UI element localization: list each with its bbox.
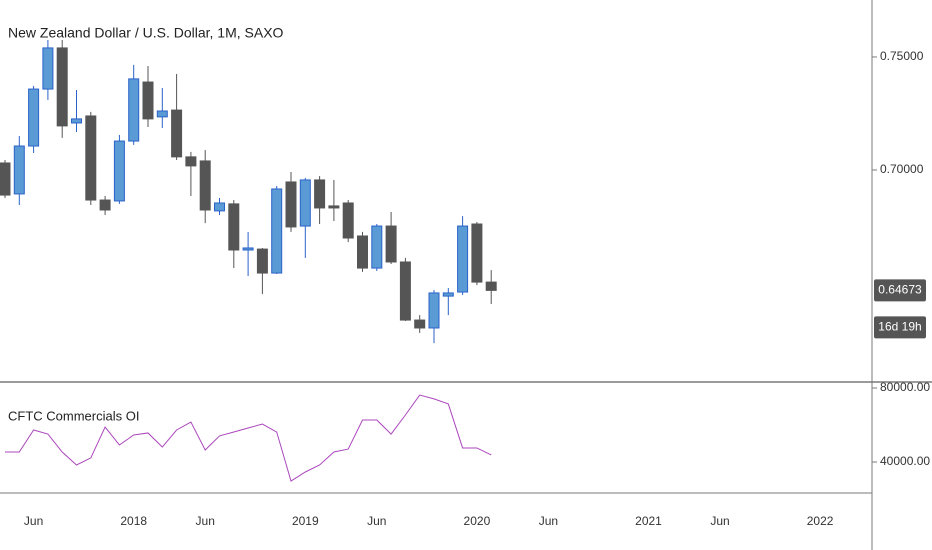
candle-body xyxy=(71,118,82,124)
candle-body xyxy=(357,235,368,269)
y-tick-label: 0.70000 xyxy=(880,162,924,176)
x-tick-label: Jun xyxy=(196,514,215,528)
candle-body xyxy=(457,225,469,293)
candle-body xyxy=(85,115,97,201)
countdown-box xyxy=(874,316,926,339)
y-tick-label: 40000.00 xyxy=(880,454,930,468)
indicator-line xyxy=(5,394,492,482)
candle-body xyxy=(99,199,111,211)
candle-body xyxy=(214,202,225,212)
candle-body xyxy=(471,223,483,283)
candle-body xyxy=(314,179,326,209)
candle-body xyxy=(299,179,311,227)
x-tick-label: Jun xyxy=(24,514,43,528)
last-price-box xyxy=(874,279,926,302)
last-price-label: 0.64673 xyxy=(878,283,922,297)
candle-body xyxy=(242,247,254,251)
candle-body xyxy=(414,319,426,329)
x-tick-label: Jun xyxy=(539,514,558,528)
candle-body xyxy=(156,110,168,118)
x-tick-label: 2021 xyxy=(635,514,662,528)
x-tick-label: 2020 xyxy=(464,514,491,528)
x-tick-label: Jun xyxy=(367,514,386,528)
candle-body xyxy=(142,81,154,120)
x-tick-label: Jun xyxy=(710,514,729,528)
candle-body xyxy=(442,292,454,297)
candle-body xyxy=(371,225,383,269)
chart-title: New Zealand Dollar / U.S. Dollar, 1M, SA… xyxy=(8,25,284,41)
countdown-label: 16d 19h xyxy=(878,320,921,334)
candle-body xyxy=(42,47,54,90)
indicator-title: CFTC Commercials OI xyxy=(8,408,139,423)
candle-body xyxy=(256,248,268,274)
candle-body xyxy=(485,281,497,291)
candle-body xyxy=(428,292,440,329)
candle-body xyxy=(185,156,197,167)
candle-body xyxy=(113,140,125,202)
candle-body xyxy=(171,109,183,158)
candle-body xyxy=(342,202,354,239)
x-tick-label: 2019 xyxy=(292,514,319,528)
candle-body xyxy=(128,78,140,142)
candle-body xyxy=(0,162,11,196)
candle-body xyxy=(385,225,397,263)
x-tick-label: 2022 xyxy=(807,514,834,528)
candle-body xyxy=(28,88,40,147)
x-tick-label: 2018 xyxy=(120,514,147,528)
candle-body xyxy=(199,160,211,211)
y-tick-label: 80000.00 xyxy=(880,380,930,394)
candle-body xyxy=(13,145,25,195)
candle-body xyxy=(285,181,297,228)
y-tick-label: 0.75000 xyxy=(880,49,924,63)
candle-body xyxy=(328,205,340,209)
candle-body xyxy=(56,47,68,127)
candle-body xyxy=(399,261,411,321)
candle-body xyxy=(228,203,240,251)
candle-body xyxy=(271,188,283,274)
